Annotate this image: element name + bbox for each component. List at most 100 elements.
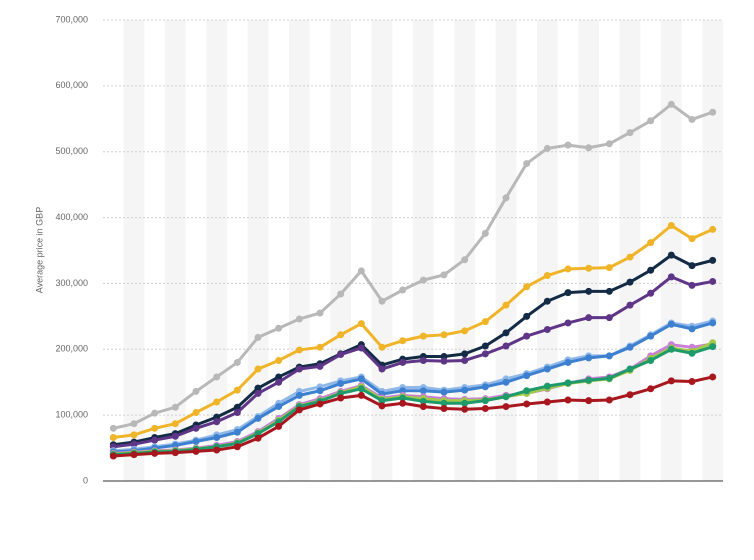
data-point [523, 332, 531, 340]
data-point [585, 354, 593, 362]
data-point [109, 424, 117, 432]
data-point [419, 403, 427, 411]
data-point [688, 378, 696, 386]
data-point [130, 431, 138, 439]
data-point [667, 345, 675, 353]
data-point [688, 325, 696, 333]
data-point [440, 405, 448, 413]
data-point [709, 108, 717, 116]
data-point [605, 374, 613, 382]
data-point [171, 449, 179, 457]
data-point [523, 283, 531, 291]
data-point [709, 343, 717, 351]
column-band [454, 20, 475, 481]
data-point [502, 393, 510, 401]
data-point [543, 398, 551, 406]
data-point [357, 385, 365, 393]
data-point [502, 378, 510, 386]
data-point [399, 286, 407, 294]
data-point [337, 394, 345, 402]
y-tick-label: 100,000 [55, 410, 88, 420]
data-point [667, 221, 675, 229]
data-point [605, 264, 613, 272]
data-point [440, 388, 448, 396]
data-point [626, 391, 634, 399]
data-point [585, 397, 593, 405]
data-point [275, 378, 283, 386]
data-point [233, 358, 241, 366]
data-point [605, 396, 613, 404]
data-point [213, 373, 221, 381]
series-line [113, 275, 713, 449]
data-point [647, 266, 655, 274]
data-point [254, 333, 262, 341]
y-tick-label: 600,000 [55, 80, 88, 90]
y-tick-label: 700,000 [55, 14, 88, 24]
data-point [667, 100, 675, 108]
data-point [295, 391, 303, 399]
data-point [233, 386, 241, 394]
data-point [337, 290, 345, 298]
data-point [192, 424, 200, 432]
data-point [213, 398, 221, 406]
data-point [523, 160, 531, 168]
data-point [461, 350, 469, 358]
data-point [585, 287, 593, 295]
data-point [667, 320, 675, 328]
data-point [357, 267, 365, 275]
data-point [647, 289, 655, 297]
data-point [564, 319, 572, 327]
data-point [688, 235, 696, 243]
column-band [661, 20, 682, 481]
data-point [564, 289, 572, 297]
data-point [564, 141, 572, 149]
data-point [647, 385, 655, 393]
data-point [399, 399, 407, 407]
column-band [578, 20, 599, 481]
data-point [543, 382, 551, 390]
data-point [543, 272, 551, 280]
data-point [461, 386, 469, 394]
data-point [357, 375, 365, 383]
data-point [151, 436, 159, 444]
data-point [647, 117, 655, 125]
data-point [461, 399, 469, 407]
column-band [371, 20, 393, 481]
data-point [440, 331, 448, 339]
data-point [461, 405, 469, 413]
data-point [440, 357, 448, 365]
data-point [502, 403, 510, 411]
data-point [337, 331, 345, 339]
data-point [295, 365, 303, 373]
data-point [419, 332, 427, 340]
data-point [523, 372, 531, 380]
data-point [523, 387, 531, 395]
data-point [316, 343, 324, 351]
data-point [378, 402, 386, 410]
column-band [537, 20, 558, 481]
data-point [130, 451, 138, 459]
column-band [165, 20, 186, 481]
data-point [709, 373, 717, 381]
data-point [481, 397, 489, 405]
data-point [688, 115, 696, 123]
data-point [275, 373, 283, 381]
data-point [295, 406, 303, 414]
data-point [171, 403, 179, 411]
y-tick-label: 300,000 [55, 278, 88, 288]
data-point [564, 396, 572, 404]
y-tick-label: 0 [83, 475, 88, 485]
column-band [123, 20, 145, 481]
data-point [481, 350, 489, 358]
data-point [419, 397, 427, 405]
data-point [192, 409, 200, 417]
data-point [502, 342, 510, 350]
data-point [295, 315, 303, 323]
series-line [113, 321, 714, 454]
data-point [357, 320, 365, 328]
data-point [585, 314, 593, 322]
data-point [709, 225, 717, 233]
data-point [647, 239, 655, 247]
data-point [378, 365, 386, 373]
